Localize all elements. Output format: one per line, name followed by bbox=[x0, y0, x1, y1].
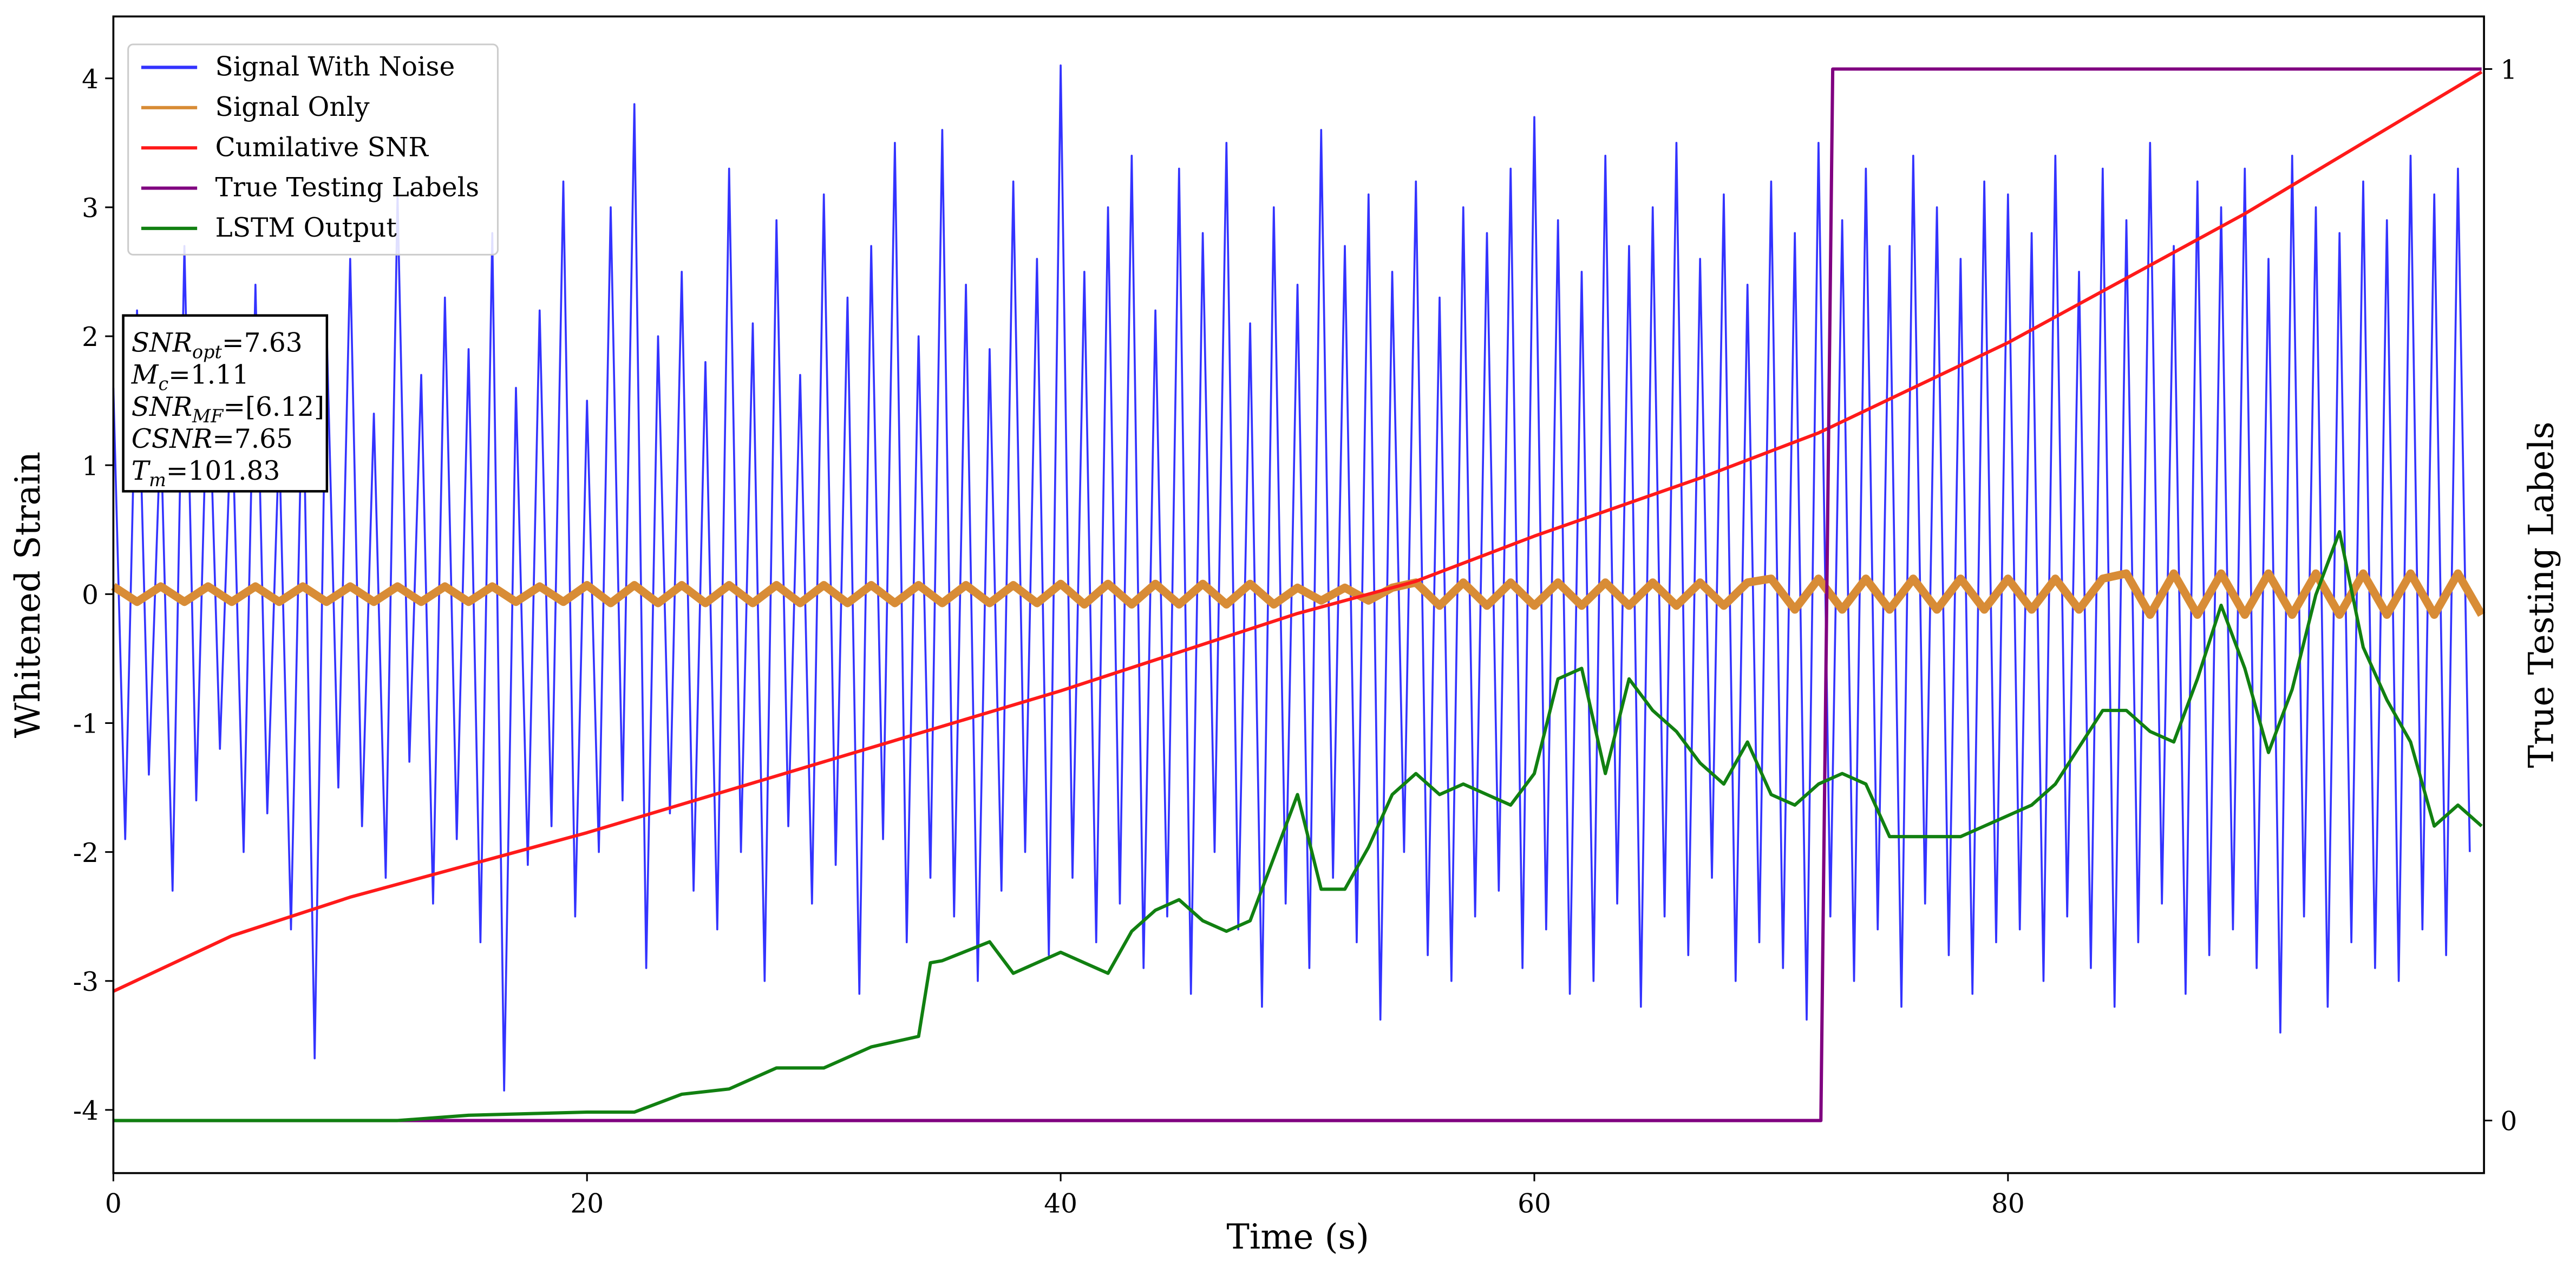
x-tick-label: 80 bbox=[1991, 1188, 2025, 1219]
y-tick-label: 4 bbox=[82, 64, 99, 95]
annotation-text: =7.65 bbox=[212, 424, 293, 454]
annotation-line: Mc=1.11 bbox=[131, 360, 249, 395]
legend-label: LSTM Output bbox=[215, 213, 397, 243]
annotation-sub: MF bbox=[192, 406, 224, 427]
annotation-base: T bbox=[132, 456, 151, 486]
y-tick-label: 3 bbox=[82, 193, 99, 224]
annotation-sub: c bbox=[158, 374, 168, 395]
y-tick-label: -3 bbox=[73, 967, 99, 997]
y2-tick-label: 0 bbox=[2500, 1107, 2517, 1137]
y-tick-label: 1 bbox=[82, 451, 99, 481]
annotation-text: =101.83 bbox=[166, 456, 280, 486]
x-tick-label: 0 bbox=[105, 1188, 122, 1219]
annotation: SNRopt=7.63Mc=1.11SNRMF=[6.12]CSNR=7.65T… bbox=[122, 314, 329, 493]
y-tick-label: 2 bbox=[82, 322, 99, 352]
annotation-sub: opt bbox=[192, 342, 222, 363]
y-tick-label: -4 bbox=[73, 1096, 99, 1126]
annotation-sub: m bbox=[149, 469, 166, 491]
y2-axis-label: True Testing Labels bbox=[2522, 422, 2562, 768]
annotation-line: CSNR=7.65 bbox=[132, 424, 293, 454]
data-line bbox=[113, 530, 2483, 1122]
data-line bbox=[111, 569, 2486, 619]
data-line bbox=[113, 67, 2482, 1122]
data-line bbox=[113, 70, 2483, 993]
legend-label: Signal With Noise bbox=[215, 52, 455, 82]
annotation-base: M bbox=[131, 360, 159, 390]
annotation-text: =[6.12] bbox=[223, 392, 324, 422]
legend-label: Cumilative SNR bbox=[215, 132, 429, 162]
annotation-line: SNRMF=[6.12] bbox=[132, 392, 324, 427]
y-tick-label: -2 bbox=[73, 838, 99, 868]
legend-label: True Testing Labels bbox=[215, 173, 480, 203]
x-tick-label: 20 bbox=[570, 1188, 604, 1219]
annotation-box bbox=[122, 314, 329, 493]
y-axis-label: Whitened Strain bbox=[8, 452, 48, 738]
y-tick-label: 0 bbox=[82, 580, 99, 611]
legend-box bbox=[127, 43, 499, 256]
annotation-text: =7.63 bbox=[222, 328, 303, 358]
y2-tick-label: 1 bbox=[2500, 55, 2517, 86]
x-tick-label: 60 bbox=[1518, 1188, 1551, 1219]
legend: Signal With Noise Signal Only Cumilative S… bbox=[127, 43, 499, 256]
x-tick-label: 40 bbox=[1044, 1188, 1077, 1219]
annotation-base: SNR bbox=[132, 328, 192, 358]
annotation-text: =1.11 bbox=[168, 360, 249, 390]
annotation-line: Tm=101.83 bbox=[132, 456, 280, 491]
legend-label: Signal Only bbox=[215, 92, 370, 122]
y-tick-label: -1 bbox=[73, 709, 99, 740]
annotation-base: CSNR bbox=[132, 424, 212, 454]
annotation-line: SNRopt=7.63 bbox=[132, 328, 303, 362]
x-axis-label: Time (s) bbox=[1226, 1217, 1369, 1257]
annotation-base: SNR bbox=[132, 392, 192, 422]
plot-area bbox=[111, 64, 2486, 1122]
